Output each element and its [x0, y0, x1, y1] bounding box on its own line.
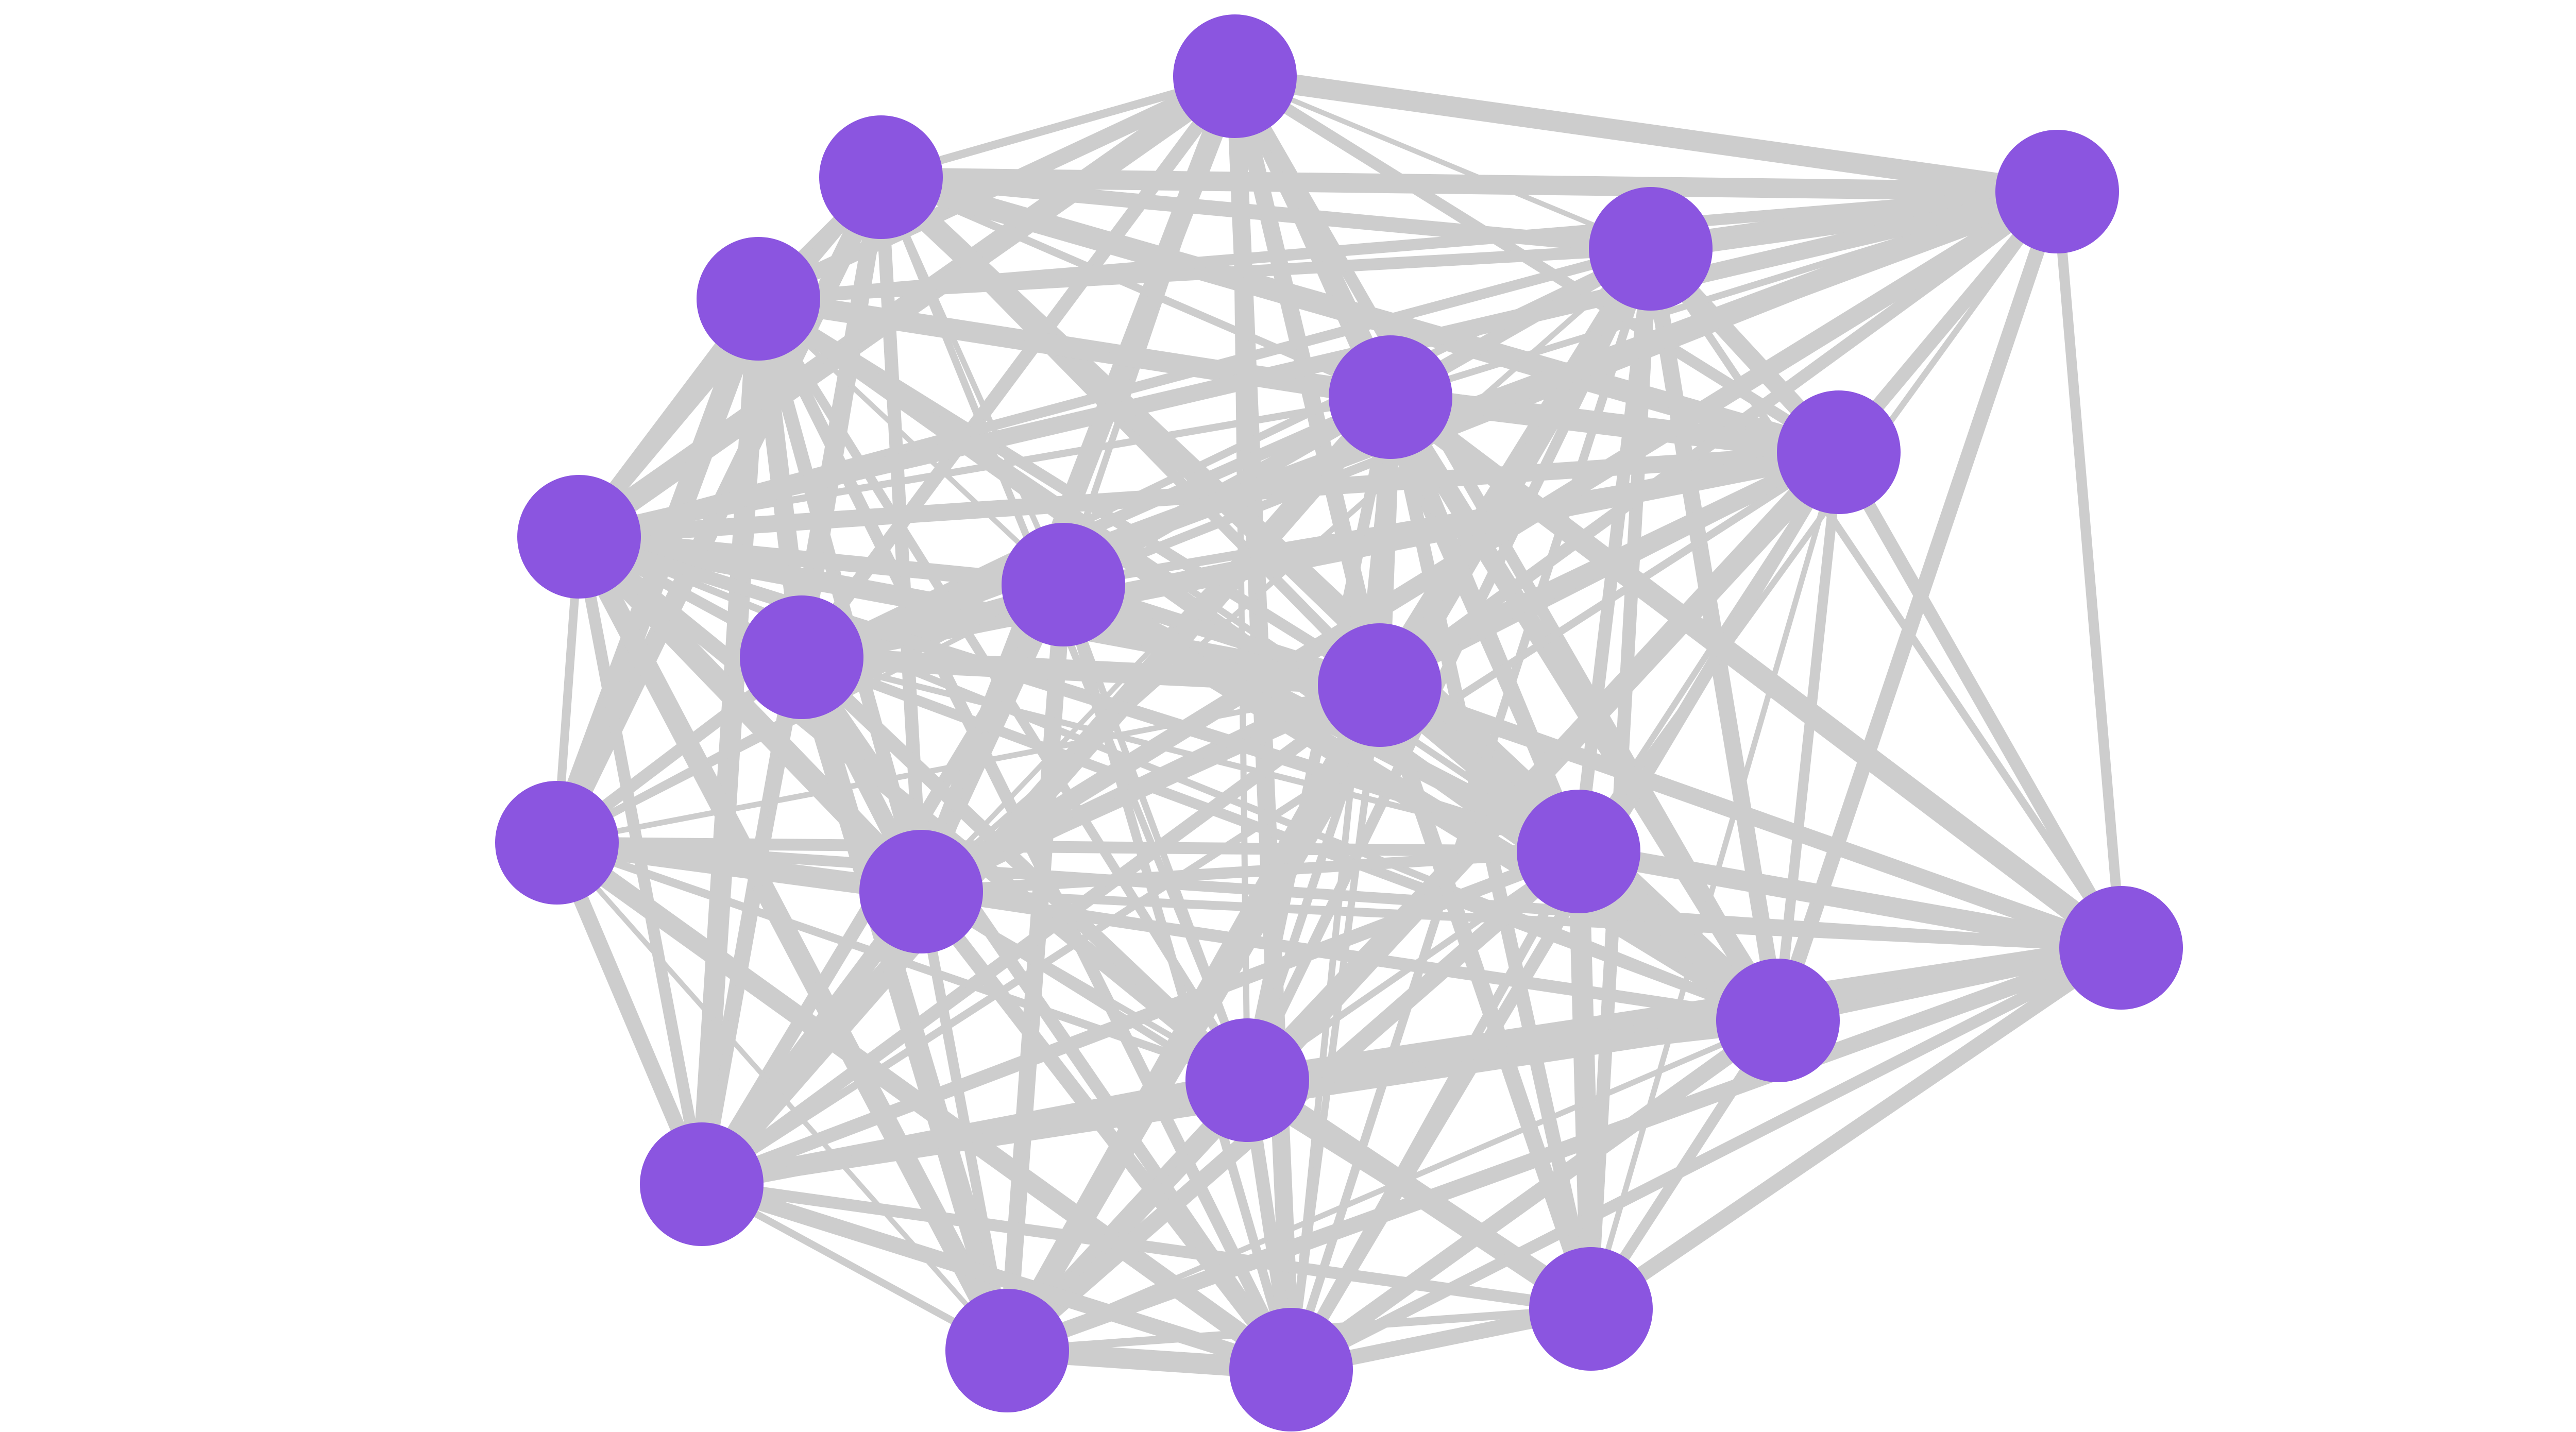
graph-edge	[880, 167, 2058, 201]
graph-node	[1318, 623, 1442, 747]
graph-edge	[1286, 247, 1655, 1371]
graph-edge	[921, 887, 2122, 952]
graph-node	[517, 475, 641, 599]
graph-edge	[1372, 683, 1599, 1311]
graph-node	[1589, 187, 1713, 311]
graph-edge	[691, 298, 769, 1185]
graph-edge	[1833, 449, 2127, 951]
graph-node	[495, 781, 619, 905]
graph-node	[740, 595, 863, 719]
graph-edge	[1377, 677, 2124, 956]
graph-node	[1229, 1308, 1353, 1431]
graph-edge	[915, 887, 1297, 1374]
graph-edge	[791, 654, 1018, 1354]
graph-edge	[550, 840, 709, 1187]
graph-edge	[1287, 849, 1583, 1372]
graph-edge	[1243, 684, 1384, 1082]
graph-node	[1777, 390, 1901, 514]
graph-edge	[801, 654, 1580, 855]
graph-node	[859, 830, 983, 953]
graph-node	[1517, 790, 1640, 913]
graph-edge	[1004, 940, 2124, 1358]
graph-node	[640, 1122, 764, 1246]
graph-edge	[701, 944, 2122, 1188]
graph-edge	[1647, 246, 2125, 950]
graph-edge	[698, 656, 806, 1185]
graph-edge	[800, 441, 1841, 668]
graph-edge	[1586, 941, 2126, 1316]
graph-edge	[555, 839, 1249, 1084]
graph-node	[945, 1289, 1069, 1412]
graph-edge	[2052, 191, 2126, 948]
graph-edge	[1287, 685, 1383, 1370]
graph-edge	[1233, 66, 2059, 202]
graph-node	[819, 115, 943, 239]
graph-edge	[698, 679, 1384, 1190]
graph-node	[1173, 14, 1297, 138]
graph-edge	[556, 682, 1381, 846]
graph-node	[1995, 130, 2119, 253]
graph-edge	[758, 186, 2058, 304]
graph-edge	[578, 444, 1840, 545]
graph-edge	[1234, 74, 1652, 251]
graph-edge	[1287, 397, 1394, 1370]
graph-edge	[1577, 841, 2123, 958]
graph-node	[1329, 335, 1452, 459]
graph-edge	[1568, 851, 1602, 1309]
graph-node	[697, 237, 820, 361]
graph-edge	[1771, 189, 2064, 1023]
graph-edge	[919, 680, 1382, 897]
graph-edge	[556, 837, 2122, 953]
graph-edge	[801, 646, 1380, 696]
graph-edge	[916, 184, 2062, 899]
graph-edge	[1384, 388, 2128, 957]
graph-node	[1185, 1018, 1309, 1142]
graph-edge	[756, 297, 1065, 587]
graph-edge	[555, 841, 1009, 1353]
graph-edge	[920, 885, 1779, 1027]
graph-node	[1716, 959, 1840, 1082]
graph-edge	[1576, 190, 2060, 854]
graph-edge	[556, 837, 1579, 858]
graph-edge	[921, 846, 1579, 897]
graph-edge	[1059, 583, 1296, 1371]
graph-node	[2059, 886, 2183, 1010]
graph-edge	[1288, 942, 2124, 1375]
graph-node	[1529, 1247, 1653, 1371]
graph-edge	[577, 183, 2059, 545]
graph-edge	[1376, 186, 2061, 690]
graph-edge	[1286, 1013, 1783, 1377]
graph-node	[1002, 523, 1125, 646]
